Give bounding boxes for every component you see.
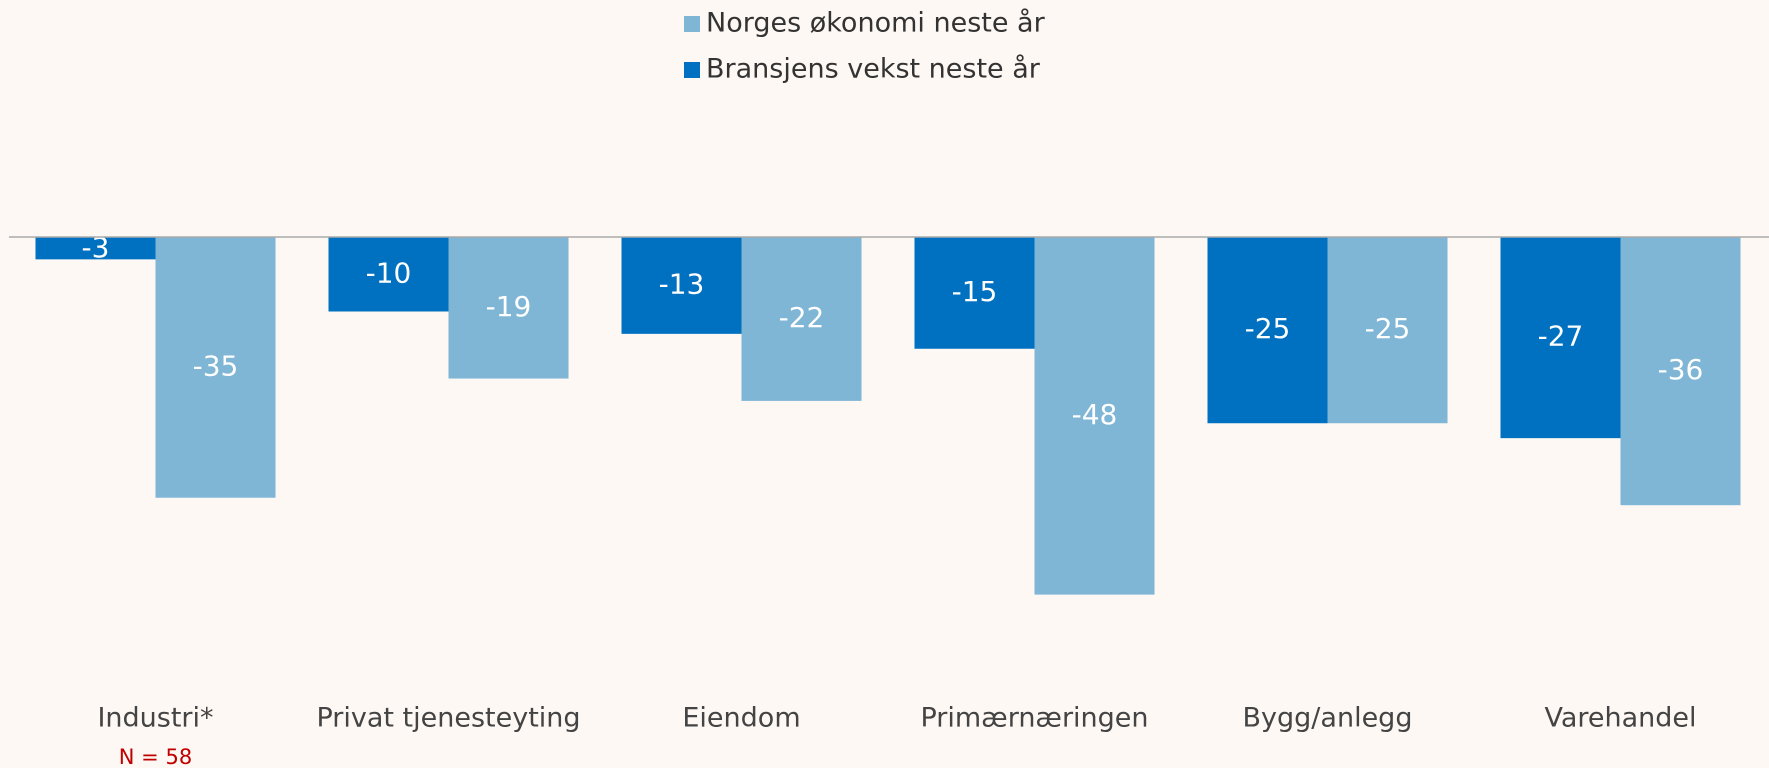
bar	[1500, 237, 1621, 439]
bar	[448, 237, 569, 379]
value-label: -25	[1245, 312, 1291, 345]
bar	[1034, 237, 1155, 595]
x-tick-label: Privat tjenesteyting	[316, 703, 580, 734]
bar	[1620, 237, 1741, 506]
legend-label: Norges økonomi neste år	[706, 8, 1046, 39]
annotation: N = 58	[119, 745, 192, 768]
value-label: -36	[1658, 353, 1704, 386]
value-label: -27	[1538, 320, 1584, 353]
legend-label: Bransjens vekst neste år	[706, 54, 1041, 85]
bar	[1207, 237, 1328, 424]
value-label: -15	[952, 275, 998, 308]
bar	[35, 237, 156, 260]
x-tick-label: Varehandel	[1544, 703, 1696, 734]
bar	[328, 237, 449, 312]
value-label: -3	[82, 231, 110, 264]
x-tick-label: Industri*	[97, 703, 213, 734]
x-tick-label: Bygg/anlegg	[1243, 703, 1413, 734]
value-label: -19	[486, 290, 532, 323]
value-label: -10	[366, 256, 412, 289]
bar	[741, 237, 862, 401]
bar	[914, 237, 1035, 349]
bar	[155, 237, 276, 498]
value-label: -22	[779, 301, 825, 334]
bar	[621, 237, 742, 334]
legend-swatch	[684, 16, 700, 32]
value-label: -25	[1365, 312, 1411, 345]
legend-swatch	[684, 62, 700, 78]
value-label: -35	[193, 349, 239, 382]
value-label: -13	[659, 267, 705, 300]
bar	[1327, 237, 1448, 424]
x-tick-label: Eiendom	[682, 703, 800, 734]
value-label: -48	[1072, 398, 1118, 431]
x-tick-label: Primærnæringen	[920, 703, 1148, 734]
